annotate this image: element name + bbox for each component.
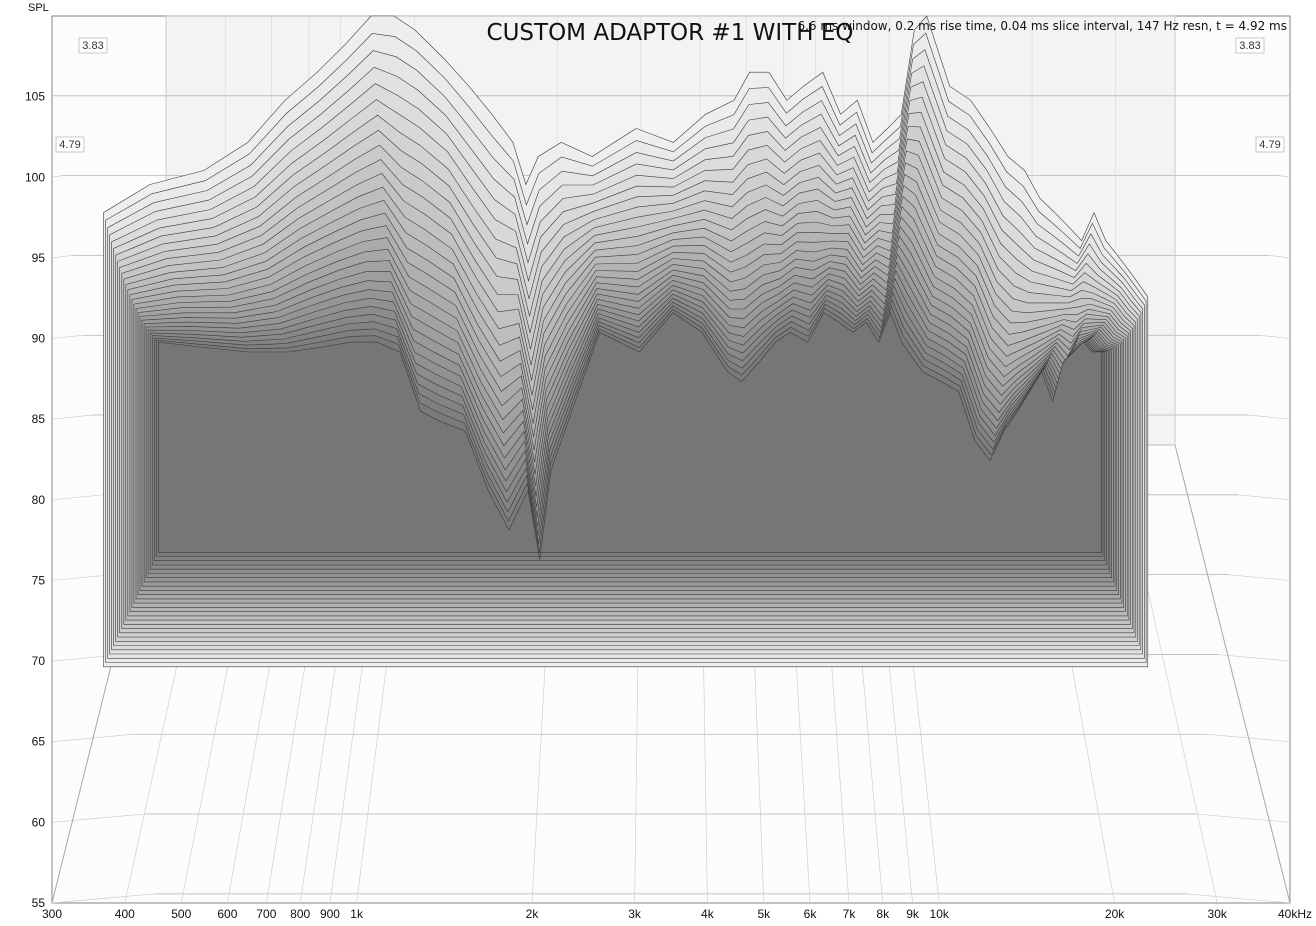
- y-tick-label: 85: [32, 412, 46, 426]
- x-tick-label: 500: [171, 907, 191, 921]
- y-tick-label: 90: [32, 332, 46, 346]
- depth-label: 3.83: [1239, 40, 1260, 52]
- wall-line-left: [51, 813, 145, 823]
- wall-line-right: [1186, 893, 1291, 904]
- wall-line-left: [51, 414, 94, 420]
- wall-line-right: [1258, 334, 1291, 339]
- waterfall-slices: [103, 15, 1149, 668]
- x-tick-label: 6k: [804, 907, 818, 921]
- x-tick-label: 1k: [350, 907, 364, 921]
- wall-line-left: [51, 893, 155, 904]
- x-tick-label: 7k: [843, 907, 857, 921]
- wall-line-left: [51, 175, 63, 178]
- y-tick-label: 55: [32, 896, 46, 910]
- depth-label-box: [1235, 37, 1265, 54]
- corner-edge-right: [1174, 444, 1291, 904]
- y-tick-label: 60: [32, 815, 46, 829]
- x-tick-label: 700: [256, 907, 276, 921]
- depth-label: 4.79: [59, 139, 80, 151]
- wall-line-right: [1238, 494, 1291, 501]
- wall-line-right: [1248, 414, 1291, 420]
- x-tick-label: 8k: [876, 907, 890, 921]
- x-tick-label: 30k: [1208, 907, 1228, 921]
- x-tick-label: 800: [290, 907, 310, 921]
- depth-label-box: [55, 136, 85, 153]
- depth-label-box: [1255, 136, 1285, 153]
- x-tick-label: 9k: [906, 907, 920, 921]
- wall-line-right: [1217, 654, 1291, 662]
- chart-title: CUSTOM ADAPTOR #1 WITH EQ: [487, 20, 854, 46]
- y-tick-label: 100: [25, 170, 45, 184]
- y-tick-label: 80: [32, 493, 46, 507]
- wall-line-right: [1227, 574, 1291, 581]
- x-tick-label: 3k: [628, 907, 642, 921]
- x-tick-label: 600: [217, 907, 237, 921]
- depth-label-box: [78, 37, 108, 54]
- x-tick-label: 10k: [930, 907, 950, 921]
- decay-slice: [158, 311, 1102, 560]
- wall-line-left: [51, 255, 73, 259]
- x-tick-label: 4k: [701, 907, 715, 921]
- x-tick-label: 2k: [526, 907, 540, 921]
- y-tick-label: 75: [32, 573, 46, 587]
- x-tick-label: 40kHz: [1278, 907, 1312, 921]
- wall-line-right: [1279, 175, 1291, 178]
- x-tick-label: 300: [42, 907, 62, 921]
- y-tick-label: 70: [32, 654, 46, 668]
- y-tick-label: 105: [25, 90, 45, 104]
- y-tick-label: 95: [32, 251, 46, 265]
- measurement-info: 6.6 ms window, 0.2 ms rise time, 0.04 ms…: [797, 19, 1287, 33]
- wall-line-left: [51, 494, 104, 501]
- wall-line-right: [1269, 255, 1291, 259]
- wall-line-right: [1196, 813, 1291, 823]
- y-tick-label: 65: [32, 735, 46, 749]
- x-tick-label: 900: [320, 907, 340, 921]
- axes: 55 60 65 70 75 80 85 90 95 100 105 300 400 500 600 700 8…: [25, 37, 1312, 921]
- x-tick-label: 20k: [1105, 907, 1125, 921]
- y-axis-label: SPL: [28, 2, 49, 14]
- depth-label: 3.83: [82, 40, 103, 52]
- x-tick-label: 5k: [758, 907, 772, 921]
- depth-label: 4.79: [1259, 139, 1280, 151]
- wall-line-left: [51, 334, 83, 339]
- x-tick-label: 400: [115, 907, 135, 921]
